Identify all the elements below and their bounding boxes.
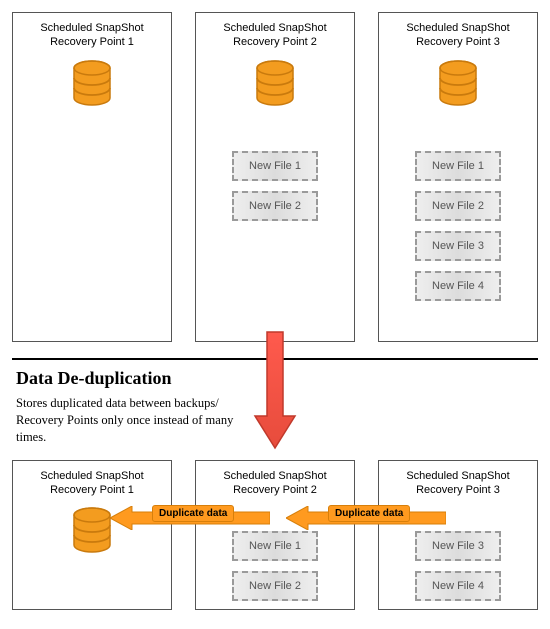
file-box: New File 1 [232, 151, 318, 181]
panel-title: Scheduled SnapShot Recovery Point 2 [202, 21, 348, 50]
database-icon [437, 60, 479, 111]
panel-rp3-top: Scheduled SnapShot Recovery Point 3 New … [378, 12, 538, 342]
file-box: New File 2 [232, 571, 318, 601]
panel-rp3-bottom: Scheduled SnapShot Recovery Point 3 New … [378, 460, 538, 610]
file-box: New File 3 [415, 531, 501, 561]
panel-title: Scheduled SnapShot Recovery Point 3 [385, 21, 531, 50]
file-box: New File 4 [415, 571, 501, 601]
panel-rp1-top: Scheduled SnapShot Recovery Point 1 [12, 12, 172, 342]
bottom-row: Scheduled SnapShot Recovery Point 1 Sche… [12, 460, 538, 610]
file-box: New File 2 [232, 191, 318, 221]
file-box: New File 2 [415, 191, 501, 221]
panel-title: Scheduled SnapShot Recovery Point 2 [202, 469, 348, 498]
file-box: New File 1 [232, 531, 318, 561]
section-desc: Stores duplicated data between backups/ … [16, 395, 256, 446]
database-icon [71, 507, 113, 558]
file-box: New File 4 [415, 271, 501, 301]
panel-rp2-bottom: Scheduled SnapShot Recovery Point 2 New … [195, 460, 355, 610]
arrow-down-icon [253, 330, 297, 455]
panel-title: Scheduled SnapShot Recovery Point 1 [19, 21, 165, 50]
panel-title: Scheduled SnapShot Recovery Point 3 [385, 469, 531, 498]
file-box: New File 3 [415, 231, 501, 261]
panel-title: Scheduled SnapShot Recovery Point 1 [19, 469, 165, 498]
database-icon [254, 60, 296, 111]
database-icon [71, 60, 113, 111]
file-box: New File 1 [415, 151, 501, 181]
panel-rp1-bottom: Scheduled SnapShot Recovery Point 1 [12, 460, 172, 610]
panel-rp2-top: Scheduled SnapShot Recovery Point 2 New … [195, 12, 355, 342]
top-row: Scheduled SnapShot Recovery Point 1 Sche… [12, 12, 538, 342]
